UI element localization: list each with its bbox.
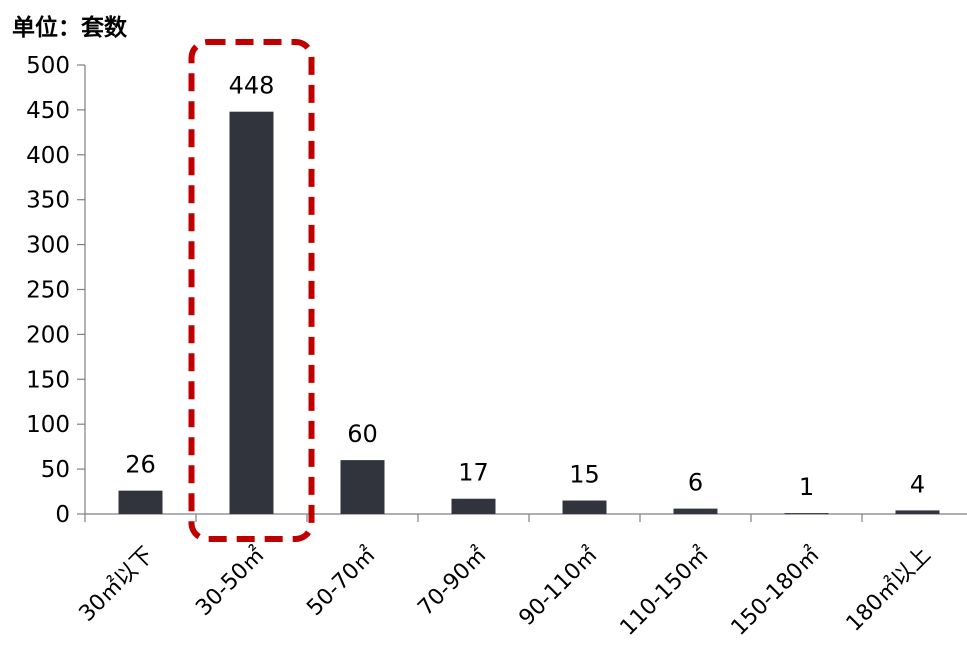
bar [118,490,163,514]
y-tick-label: 100 [26,412,70,438]
data-label: 60 [347,420,378,448]
y-tick-label: 250 [26,278,70,304]
x-tick-label: 30㎡以下 [74,542,159,627]
data-label: 448 [229,72,275,100]
data-label: 6 [688,469,703,497]
x-tick-label: 110-150㎡ [615,542,714,641]
data-labels: 26 448 60 17 15 6 1 4 [125,72,925,501]
y-tick-label: 300 [26,233,70,259]
unit-label: 单位：套数 [12,15,127,41]
y-tick-label: 400 [26,143,70,169]
bar [895,510,940,514]
y-tick-label: 500 [26,53,70,79]
y-tick-label: 50 [41,457,70,483]
bar [562,500,607,514]
bar [229,111,274,515]
data-label: 1 [799,473,814,501]
bar [451,498,496,514]
y-tick-label: 200 [26,322,70,348]
y-tick-label: 350 [26,188,70,214]
bars [118,111,940,515]
y-tick-label: 0 [55,502,70,528]
x-tick-label: 70-90㎡ [413,542,492,621]
x-tick-label: 50-70㎡ [302,542,381,621]
y-axis: 0 50 100 150 200 250 300 350 400 450 500 [26,53,86,528]
x-tick-label: 30-50㎡ [191,542,270,621]
x-tick-label: 90-110㎡ [514,542,603,631]
bar [340,460,385,514]
bar [784,513,829,515]
highlight [188,39,315,542]
bar [673,508,718,514]
x-axis: 30㎡以下 30-50㎡ 50-70㎡ 70-90㎡ 90-110㎡ 110-150㎡ 15… [74,513,967,641]
y-tick-label: 150 [26,367,70,393]
y-tick-label: 450 [26,98,70,124]
data-label: 17 [458,459,489,487]
x-tick-label: 180㎡以上 [841,542,936,637]
data-label: 15 [569,461,600,489]
x-tick-label: 150-180㎡ [726,542,825,641]
data-label: 4 [910,470,925,498]
data-label: 26 [125,451,156,479]
highlight-box [188,39,315,542]
